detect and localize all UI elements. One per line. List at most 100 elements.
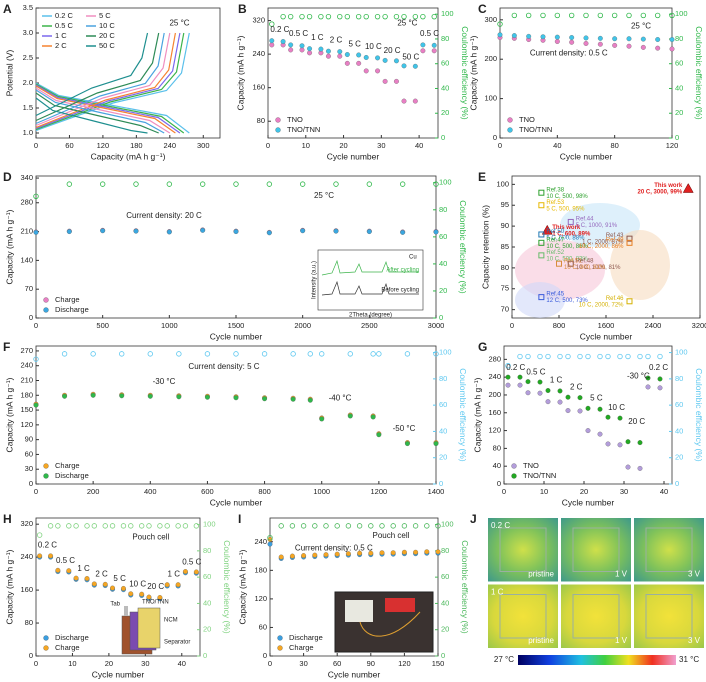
legend-label: Charge [55, 643, 80, 652]
data-point [333, 228, 339, 234]
y2-tick-label: 60 [675, 400, 683, 409]
data-point [401, 549, 407, 555]
data-point [157, 595, 163, 600]
y-tick-label: 60 [259, 622, 267, 631]
data-point [307, 397, 313, 403]
cell-outline [645, 594, 693, 639]
annotation: 0.2 C [506, 363, 525, 372]
y-axis-label: Capacity (mA h g⁻¹) [4, 549, 14, 624]
data-point [655, 37, 661, 42]
legend-label: 10 C [99, 21, 115, 30]
data-point [299, 181, 306, 187]
point-label: Ref.52 [546, 250, 564, 256]
region [560, 203, 640, 247]
data-point [55, 523, 61, 529]
inset-photo-wire [359, 611, 421, 637]
data-point [545, 353, 551, 360]
annotation: 1 C [311, 33, 324, 42]
y-tick-label: 1.0 [23, 128, 33, 137]
data-point [537, 390, 543, 396]
data-point [645, 375, 651, 381]
data-point [669, 12, 675, 19]
data-point [557, 399, 563, 405]
panel-label: F [3, 340, 10, 354]
x-tick-label: 0 [34, 321, 38, 330]
data-point [538, 252, 545, 259]
data-point [597, 353, 603, 360]
data-point [299, 13, 305, 20]
inset-photo-cell [345, 600, 373, 622]
data-point [424, 549, 430, 555]
data-point [400, 229, 406, 235]
y-tick-label: 0 [493, 133, 497, 142]
plot-frame [267, 7, 439, 139]
data-point [355, 13, 362, 20]
legend-swatch [43, 635, 49, 641]
y-tick-label: 2.0 [23, 78, 33, 87]
data-point [289, 553, 295, 559]
data-point [288, 42, 294, 48]
y-tick-label: 1.5 [23, 103, 33, 112]
annotation: 25 °C [397, 19, 417, 28]
data-point [33, 193, 39, 199]
point-note: 20 C, 3000, 99% [638, 190, 683, 196]
data-point [84, 523, 90, 529]
legend-swatch [43, 297, 49, 303]
y2-tick-label: 80 [439, 205, 447, 214]
data-point [157, 523, 163, 529]
data-point [554, 34, 560, 40]
legend-label: Discharge [289, 633, 323, 642]
legend-swatch [43, 463, 49, 469]
inset-tab [124, 606, 128, 616]
data-point [585, 405, 591, 411]
point-label: This work [654, 183, 683, 189]
y-tick-label: 210 [20, 227, 33, 236]
data-point [164, 582, 170, 588]
data-point [175, 582, 181, 588]
inset-label: Before cycling [381, 288, 419, 294]
y-tick-label: 180 [254, 565, 267, 574]
legend-swatch [507, 117, 513, 123]
annotation: Current density: 0.5 C [295, 543, 373, 552]
data-point [420, 13, 426, 20]
legend-label: TNO [287, 115, 303, 124]
y2-tick-label: 60 [203, 572, 211, 581]
data-point [399, 181, 406, 187]
data-point [344, 13, 351, 20]
y2-tick-label: 100 [203, 520, 216, 529]
x-tick-label: 20 [339, 141, 347, 150]
data-point [146, 594, 152, 600]
data-point [626, 239, 633, 246]
annotation: 0.5 C [526, 367, 545, 376]
annotation: 0.5 C [182, 557, 201, 566]
point-note: 5 C, 500, 95% [546, 206, 585, 212]
x-axis-label: Capacity (mA h g⁻¹) [91, 151, 166, 161]
data-point [269, 42, 275, 48]
y-tick-label: 0 [29, 313, 33, 322]
annotation: Current density: 20 C [126, 211, 202, 220]
point-note: 1 C, 600, 89% [552, 231, 591, 237]
data-point [110, 585, 115, 591]
y-tick-label: 240 [254, 537, 267, 546]
data-point [617, 415, 623, 421]
y-tick-label: 180 [20, 390, 33, 399]
x-tick-label: 10 [68, 659, 76, 668]
y2-tick-label: 100 [441, 9, 454, 18]
y-tick-label: 240 [488, 372, 501, 381]
y2-tick-label: 0 [439, 313, 443, 322]
legend-swatch [275, 127, 281, 133]
y-tick-label: 80 [25, 618, 33, 627]
colorbar [518, 655, 676, 665]
data-point [554, 39, 560, 44]
data-point [511, 33, 517, 39]
y-tick-label: 200 [484, 54, 497, 63]
y-tick-label: 210 [20, 375, 33, 384]
annotation: Pouch cell [372, 531, 409, 540]
x-tick-label: 0 [34, 141, 38, 150]
inset-photo-led [385, 598, 415, 612]
data-point [376, 432, 382, 438]
annotation: 25 °C [631, 21, 651, 30]
cell-outline [572, 527, 620, 572]
y2-tick-label: 80 [441, 546, 449, 555]
x-axis-label: Cycle number [580, 331, 633, 341]
